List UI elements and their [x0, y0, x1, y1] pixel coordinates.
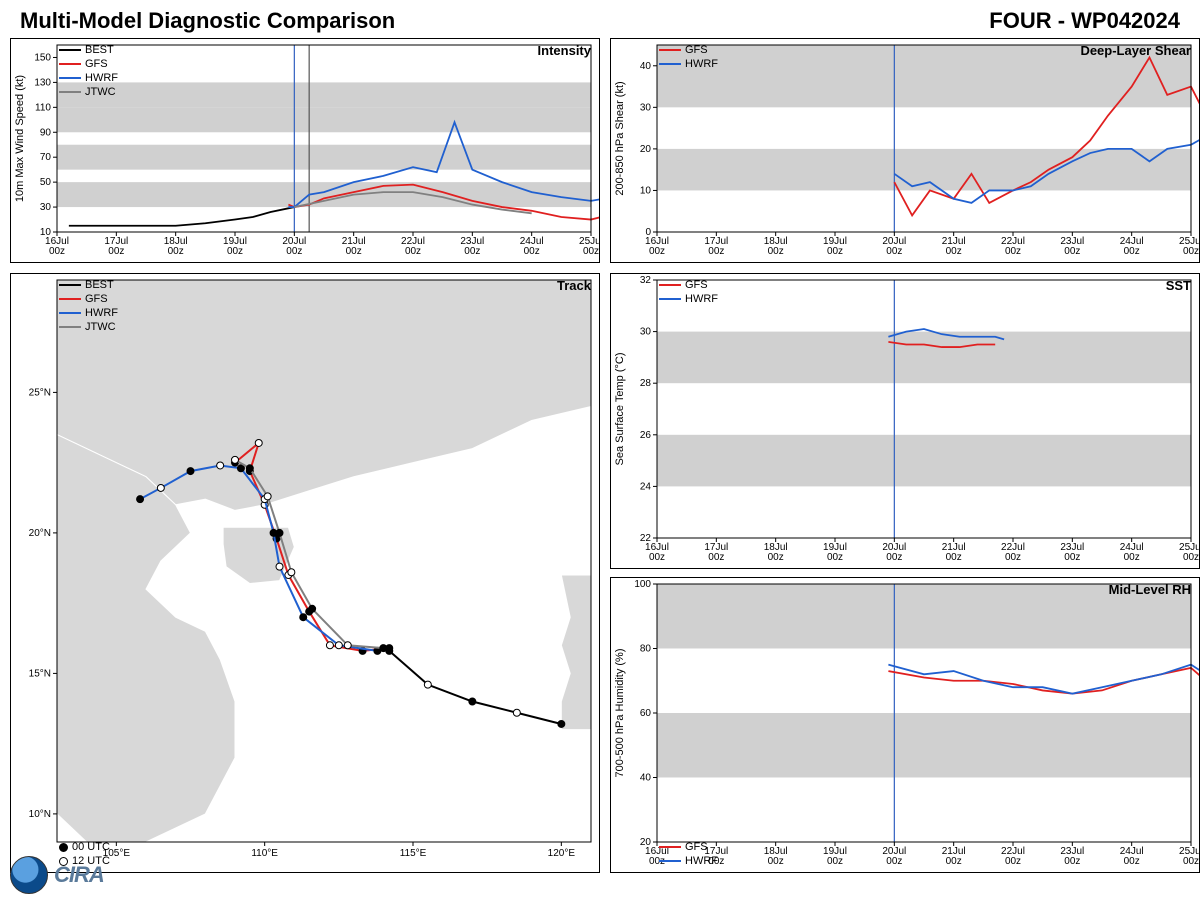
svg-text:00z: 00z [946, 856, 962, 867]
sst-panel: 22242628303216Jul00z17Jul00z18Jul00z19Ju… [610, 273, 1200, 569]
svg-text:00z: 00z [1005, 856, 1021, 867]
svg-text:00z: 00z [1064, 856, 1080, 867]
svg-text:30: 30 [640, 327, 652, 338]
svg-text:00z: 00z [768, 856, 784, 867]
svg-text:90: 90 [40, 127, 52, 138]
legend: GFSHWRF [659, 278, 718, 306]
svg-text:30: 30 [640, 102, 652, 113]
legend: BESTGFSHWRFJTWC [59, 43, 118, 99]
svg-text:00z: 00z [286, 246, 302, 257]
svg-text:32: 32 [640, 275, 652, 286]
svg-text:120°E: 120°E [548, 848, 576, 859]
svg-text:00z: 00z [886, 552, 902, 563]
svg-text:00z: 00z [49, 246, 65, 257]
svg-text:00z: 00z [886, 856, 902, 867]
marker-legend: 00 UTC12 UTC [59, 840, 110, 868]
svg-text:00z: 00z [649, 246, 665, 257]
svg-text:00z: 00z [1064, 552, 1080, 563]
svg-text:00z: 00z [827, 856, 843, 867]
svg-text:10°N: 10°N [29, 809, 51, 820]
svg-text:00z: 00z [346, 246, 362, 257]
svg-text:25°N: 25°N [29, 387, 51, 398]
panel-title: SST [1166, 278, 1191, 293]
svg-text:00z: 00z [1124, 552, 1140, 563]
svg-text:00z: 00z [946, 246, 962, 257]
svg-text:00z: 00z [168, 246, 184, 257]
legend: GFSHWRF [659, 43, 718, 71]
svg-text:700-500 hPa Humidity (%): 700-500 hPa Humidity (%) [614, 648, 626, 777]
svg-text:00z: 00z [1064, 246, 1080, 257]
svg-text:150: 150 [34, 52, 51, 63]
svg-text:26: 26 [640, 430, 652, 441]
svg-text:Sea Surface Temp (°C): Sea Surface Temp (°C) [614, 352, 626, 465]
svg-text:50: 50 [40, 177, 52, 188]
svg-text:00z: 00z [708, 246, 724, 257]
svg-text:200-850 hPa Shear (kt): 200-850 hPa Shear (kt) [614, 81, 626, 195]
svg-text:00z: 00z [227, 246, 243, 257]
svg-text:110: 110 [35, 102, 51, 113]
svg-text:15°N: 15°N [29, 668, 51, 679]
svg-text:24: 24 [640, 481, 652, 492]
shear-panel: 01020304016Jul00z17Jul00z18Jul00z19Jul00… [610, 38, 1200, 263]
svg-text:20°N: 20°N [29, 528, 51, 539]
svg-text:40: 40 [640, 773, 652, 784]
svg-text:00z: 00z [1183, 246, 1199, 257]
svg-text:00z: 00z [1183, 552, 1199, 563]
svg-text:00z: 00z [708, 552, 724, 563]
track-panel: 105°E110°E115°E120°E10°N15°N20°N25°NTrac… [10, 273, 600, 873]
svg-text:110°E: 110°E [251, 848, 278, 859]
panel-title: Deep-Layer Shear [1080, 43, 1191, 58]
rh-panel: 2040608010016Jul00z17Jul00z18Jul00z19Jul… [610, 577, 1200, 873]
panel-title: Track [557, 278, 591, 293]
svg-text:10m Max Wind Speed (kt): 10m Max Wind Speed (kt) [14, 75, 26, 202]
svg-text:80: 80 [640, 644, 652, 655]
svg-text:00z: 00z [1183, 856, 1199, 867]
svg-text:00z: 00z [768, 552, 784, 563]
svg-text:00z: 00z [827, 246, 843, 257]
svg-text:00z: 00z [108, 246, 124, 257]
panel-title: Mid-Level RH [1109, 582, 1191, 597]
svg-text:00z: 00z [524, 246, 540, 257]
svg-text:00z: 00z [1005, 552, 1021, 563]
svg-text:40: 40 [640, 61, 652, 72]
svg-text:115°E: 115°E [400, 848, 427, 859]
svg-text:00z: 00z [886, 246, 902, 257]
svg-text:10: 10 [640, 185, 652, 196]
svg-text:130: 130 [34, 77, 51, 88]
svg-text:100: 100 [634, 579, 651, 590]
svg-text:00z: 00z [1124, 856, 1140, 867]
svg-text:00z: 00z [583, 246, 599, 257]
svg-text:28: 28 [640, 378, 652, 389]
svg-text:00z: 00z [405, 246, 421, 257]
legend: GFSHWRF [659, 840, 718, 868]
svg-text:00z: 00z [464, 246, 480, 257]
page-title: Multi-Model Diagnostic Comparison [20, 8, 395, 34]
svg-text:00z: 00z [1005, 246, 1021, 257]
panel-title: Intensity [538, 43, 591, 58]
svg-text:00z: 00z [1124, 246, 1140, 257]
svg-text:00z: 00z [827, 552, 843, 563]
svg-text:20: 20 [640, 144, 652, 155]
svg-text:00z: 00z [768, 246, 784, 257]
svg-text:30: 30 [40, 202, 52, 213]
intensity-panel: 103050709011013015016Jul00z17Jul00z18Jul… [10, 38, 600, 263]
svg-text:70: 70 [40, 152, 52, 163]
noaa-logo-icon [10, 856, 48, 894]
svg-text:00z: 00z [946, 552, 962, 563]
svg-text:60: 60 [640, 708, 652, 719]
svg-text:00z: 00z [649, 552, 665, 563]
storm-id: FOUR - WP042024 [989, 8, 1180, 34]
legend: BESTGFSHWRFJTWC [59, 278, 118, 334]
